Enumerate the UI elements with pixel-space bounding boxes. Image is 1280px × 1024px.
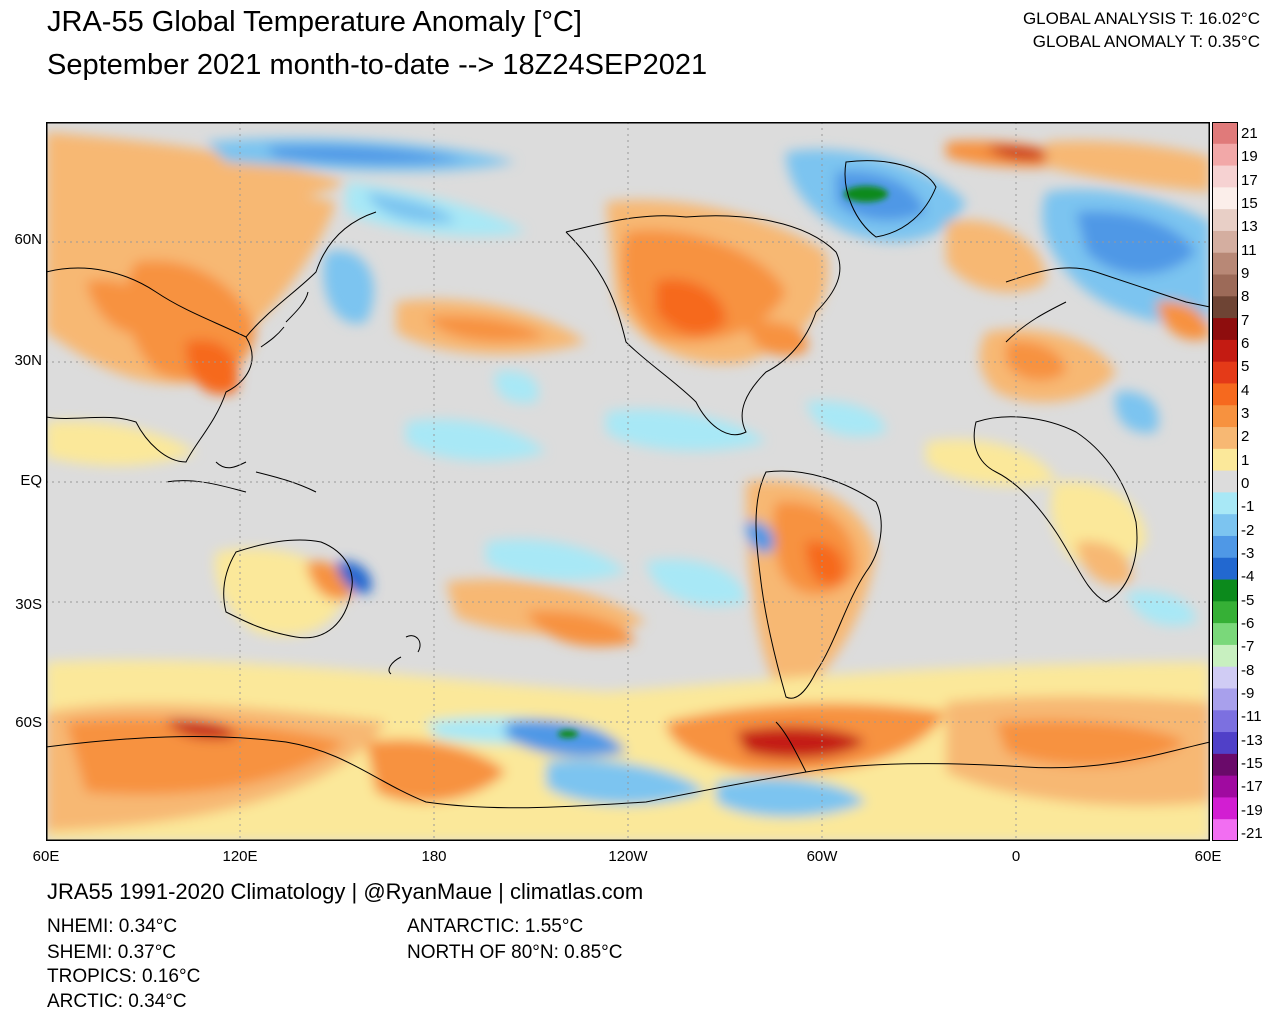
global-analysis-text: GLOBAL ANALYSIS T: 16.02°C xyxy=(1022,9,1260,28)
color-swatch xyxy=(1212,688,1238,711)
color-scale-label: -11 xyxy=(1241,708,1262,726)
color-scale-label: 2 xyxy=(1241,428,1250,446)
color-swatch xyxy=(1212,470,1238,493)
stat-tropics: TROPICS: 0.16°C xyxy=(47,966,201,987)
color-swatch xyxy=(1212,448,1238,472)
color-scale-label: -13 xyxy=(1241,731,1263,749)
color-swatch xyxy=(1212,383,1238,406)
map-subtitle: September 2021 month-to-date --> 18Z24SE… xyxy=(47,49,708,81)
lat-label-60s: 60S xyxy=(15,714,42,731)
color-scale-label: -6 xyxy=(1241,615,1255,632)
color-scale-label: 4 xyxy=(1241,381,1250,399)
color-swatch xyxy=(1212,514,1238,537)
color-swatch xyxy=(1212,557,1238,581)
color-swatch xyxy=(1212,230,1238,254)
color-scale-label: 19 xyxy=(1241,148,1258,166)
color-scale-label: 11 xyxy=(1241,241,1257,259)
color-swatch xyxy=(1212,579,1238,602)
greenland-cold-core xyxy=(558,186,888,738)
stat-arctic: ARCTIC: 0.34°C xyxy=(47,991,187,1012)
color-swatch xyxy=(1212,361,1238,384)
color-swatch xyxy=(1212,318,1238,341)
color-scale-label: 15 xyxy=(1241,195,1258,212)
color-swatch xyxy=(1212,492,1238,515)
lon-label-60e: 60E xyxy=(32,848,60,865)
color-scale-label: 9 xyxy=(1241,265,1250,282)
color-scale-label: -9 xyxy=(1241,685,1255,702)
color-scale-label: 7 xyxy=(1241,311,1250,329)
color-scale-label: -1 xyxy=(1241,498,1255,516)
color-swatch xyxy=(1212,427,1238,450)
coastlines xyxy=(46,160,1210,809)
stat-shemi: SHEMI: 0.37°C xyxy=(47,942,177,963)
color-scale-label: 13 xyxy=(1241,218,1258,236)
color-scale-label: -8 xyxy=(1241,661,1255,679)
color-scale-label: -19 xyxy=(1241,801,1263,819)
lat-label-eq: EQ xyxy=(20,472,42,489)
anomaly-fields xyxy=(46,132,1210,841)
color-swatch xyxy=(1212,535,1238,559)
color-swatch xyxy=(1212,209,1238,232)
color-scale-label: -2 xyxy=(1241,521,1255,539)
color-swatch xyxy=(1212,666,1238,689)
color-scale-label: -21 xyxy=(1241,825,1263,842)
color-scale-label: 17 xyxy=(1241,171,1258,189)
color-swatch xyxy=(1212,732,1238,755)
lat-label-60n: 60N xyxy=(14,231,42,248)
lon-label-60e-right: 60E xyxy=(1194,848,1222,865)
color-swatch xyxy=(1212,623,1238,646)
color-swatch xyxy=(1212,601,1238,624)
color-swatch xyxy=(1212,405,1238,428)
color-scale-label: -17 xyxy=(1241,778,1263,796)
lat-label-30n: 30N xyxy=(14,352,42,369)
lon-label-180: 180 xyxy=(421,848,447,865)
stat-nhemi: NHEMI: 0.34°C xyxy=(47,916,178,937)
map-title: JRA-55 Global Temperature Anomaly [°C] xyxy=(47,6,582,38)
color-swatch xyxy=(1212,165,1238,188)
color-scale-label: 5 xyxy=(1241,358,1250,376)
lat-label-30s: 30S xyxy=(15,596,42,613)
map-frame xyxy=(46,122,1210,841)
color-scale-bar xyxy=(1212,122,1238,841)
color-scale-label: -7 xyxy=(1241,638,1255,656)
color-swatch xyxy=(1212,753,1238,777)
color-swatch xyxy=(1212,296,1238,319)
lon-label-120w: 120W xyxy=(608,848,648,865)
color-swatch xyxy=(1212,819,1238,841)
color-scale-label: -3 xyxy=(1241,545,1255,562)
color-swatch xyxy=(1212,339,1238,363)
lon-label-60w: 60W xyxy=(806,848,838,865)
color-scale-label: 21 xyxy=(1241,125,1258,142)
stat-north-of-80: NORTH OF 80°N: 0.85°C xyxy=(407,942,623,963)
lon-label-0: 0 xyxy=(1011,848,1021,865)
color-swatch xyxy=(1212,274,1238,297)
color-scale-label: 1 xyxy=(1241,451,1250,469)
color-scale-label: 3 xyxy=(1241,405,1250,422)
color-scale-label: 0 xyxy=(1241,475,1250,492)
color-swatch xyxy=(1212,775,1238,798)
color-swatch xyxy=(1212,122,1238,145)
color-swatch xyxy=(1212,187,1238,210)
color-swatch xyxy=(1212,252,1238,276)
lon-label-120e: 120E xyxy=(222,848,258,865)
color-scale-label: -15 xyxy=(1241,755,1263,772)
graticule xyxy=(46,122,1210,841)
color-scale-label: -5 xyxy=(1241,591,1255,609)
color-swatch xyxy=(1212,797,1238,820)
stat-antarctic: ANTARCTIC: 1.55°C xyxy=(407,916,584,937)
color-scale-frame xyxy=(1212,122,1238,841)
credit-line: JRA55 1991-2020 Climatology | @RyanMaue … xyxy=(47,879,644,904)
global-anomaly-text: GLOBAL ANOMALY T: 0.35°C xyxy=(1032,32,1260,51)
color-scale-label: -4 xyxy=(1241,568,1255,586)
temperature-anomaly-map xyxy=(46,122,1210,841)
color-swatch xyxy=(1212,710,1238,733)
color-swatch xyxy=(1212,644,1238,668)
color-scale-label: 6 xyxy=(1241,335,1250,352)
color-scale-label: 8 xyxy=(1241,288,1250,306)
color-swatch xyxy=(1212,143,1238,167)
